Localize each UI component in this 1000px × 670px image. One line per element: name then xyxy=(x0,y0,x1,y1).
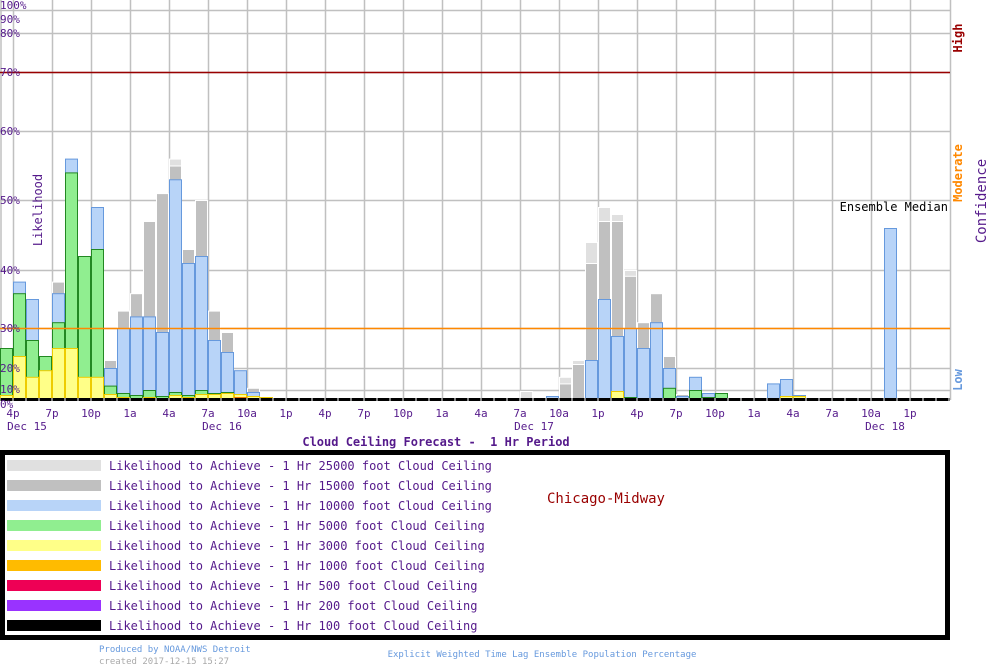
bar-10000ft xyxy=(117,328,130,400)
y-tick-label: 50% xyxy=(0,194,20,207)
date-label: Dec 17 xyxy=(514,420,554,433)
y-tick-label: 30% xyxy=(0,322,20,335)
legend-swatch xyxy=(7,460,101,471)
y-tick-label: 0% xyxy=(0,398,14,411)
bar-3000ft xyxy=(65,348,78,400)
bar-10000ft xyxy=(637,348,650,400)
bar-15000ft xyxy=(559,383,572,400)
bar-10000ft xyxy=(598,299,611,400)
legend-label: Likelihood to Achieve - 1 Hr 200 foot Cl… xyxy=(109,599,477,613)
legend-swatch xyxy=(7,520,101,531)
legend-swatch xyxy=(7,540,101,551)
x-tick-label: 1p xyxy=(903,407,916,420)
confidence-axis-label: Confidence xyxy=(974,159,990,243)
x-tick-label: 4p xyxy=(318,407,331,420)
legend-swatch xyxy=(7,600,101,611)
station-name: Chicago-Midway xyxy=(547,491,665,507)
legend-label: Likelihood to Achieve - 1 Hr 500 foot Cl… xyxy=(109,579,477,593)
x-tick-label: 10p xyxy=(81,407,101,420)
confidence-low-label: Low xyxy=(951,368,965,390)
x-tick-label: 7a xyxy=(201,407,214,420)
bar-3000ft xyxy=(78,376,91,400)
x-tick-label: 1p xyxy=(279,407,292,420)
x-tick-label: 7p xyxy=(669,407,682,420)
bar-3000ft xyxy=(26,376,39,400)
date-label: Dec 15 xyxy=(7,420,47,433)
baseline xyxy=(0,398,950,401)
bar-10000ft xyxy=(208,340,221,400)
bar-10000ft xyxy=(182,263,195,400)
confidence-high-label: High xyxy=(951,24,965,53)
bar-10000ft xyxy=(650,322,663,401)
legend-label: Likelihood to Achieve - 1 Hr 3000 foot C… xyxy=(109,539,485,553)
axes: 0% 10% 20% 30% 40% 50% 60% 70% 80%90%100% 4p 7p 10p… xyxy=(0,0,950,433)
x-tick-label: 4a xyxy=(162,407,175,420)
legend-label: Likelihood to Achieve - 1 Hr 25000 foot … xyxy=(109,459,492,473)
y-tick-label: 20% xyxy=(0,362,20,375)
legend-swatch xyxy=(7,560,101,571)
y-tick-label: 40% xyxy=(0,264,20,277)
legend: Likelihood to Achieve - 1 Hr 25000 foot … xyxy=(7,459,492,633)
x-tick-label: 7a xyxy=(513,407,526,420)
bar-10000ft xyxy=(156,332,169,400)
chart-title: Cloud Ceiling Forecast - 1 Hr Period xyxy=(302,435,569,449)
x-tick-label: 10p xyxy=(705,407,725,420)
produced-by-credit: Produced by NOAA/NWS Detroit xyxy=(99,645,251,655)
x-tick-label: 7p xyxy=(45,407,58,420)
bar-10000ft xyxy=(143,316,156,400)
y-tick-label: 100% xyxy=(0,0,27,12)
bar-10000ft xyxy=(130,316,143,400)
bar-15000ft xyxy=(572,364,585,400)
x-tick-label: 10a xyxy=(237,407,257,420)
threshold-lines xyxy=(0,71,950,330)
x-tick-label: 4p xyxy=(630,407,643,420)
bar-10000ft xyxy=(767,383,780,400)
legend-box xyxy=(0,450,950,640)
legend-label: Likelihood to Achieve - 1 Hr 1000 foot C… xyxy=(109,559,485,573)
date-label: Dec 18 xyxy=(865,420,905,433)
legend-label: Likelihood to Achieve - 1 Hr 100 foot Cl… xyxy=(109,619,477,633)
method-note: Explicit Weighted Time Lag Ensemble Popu… xyxy=(388,650,697,660)
legend-label: Likelihood to Achieve - 1 Hr 15000 foot … xyxy=(109,479,492,493)
x-tick-label: 1a xyxy=(747,407,760,420)
bar-10000ft xyxy=(611,336,624,400)
bar-3000ft xyxy=(52,348,65,400)
x-tick-label: 4p xyxy=(6,407,19,420)
y-tick-label: 90% xyxy=(0,13,20,26)
y-tick-label: 60% xyxy=(0,125,20,138)
ensemble-median-annotation: Ensemble Median xyxy=(840,200,948,214)
legend-label: Likelihood to Achieve - 1 Hr 5000 foot C… xyxy=(109,519,485,533)
x-tick-label: 1a xyxy=(123,407,136,420)
x-tick-label: 10p xyxy=(393,407,413,420)
y-tick-label: 70% xyxy=(0,66,20,79)
x-tick-label: 7a xyxy=(825,407,838,420)
legend-swatch xyxy=(7,580,101,591)
created-timestamp: created 2017-12-15 15:27 xyxy=(99,657,229,667)
bar-3000ft xyxy=(91,376,104,400)
legend-swatch xyxy=(7,500,101,511)
bar-10000ft xyxy=(624,328,637,400)
x-tick-label: 4a xyxy=(474,407,487,420)
x-tick-label: 1p xyxy=(591,407,604,420)
x-tick-label: 7p xyxy=(357,407,370,420)
legend-label: Likelihood to Achieve - 1 Hr 10000 foot … xyxy=(109,499,492,513)
x-tick-label: 1a xyxy=(435,407,448,420)
x-tick-label: 10a xyxy=(861,407,881,420)
y-tick-label: 10% xyxy=(0,383,20,396)
y-tick-label: 80% xyxy=(0,27,20,40)
bar-5000ft xyxy=(663,387,676,400)
legend-swatch xyxy=(7,480,101,491)
bar-10000ft xyxy=(169,179,182,400)
date-label: Dec 16 xyxy=(202,420,242,433)
bar-10000ft xyxy=(884,228,897,400)
x-tick-label: 4a xyxy=(786,407,799,420)
x-tick-label: 10a xyxy=(549,407,569,420)
bar-10000ft xyxy=(585,360,598,400)
bar-3000ft xyxy=(39,370,52,401)
y-axis-label: Likelihood xyxy=(31,174,45,246)
legend-swatch xyxy=(7,620,101,631)
confidence-moderate-label: Moderate xyxy=(951,144,965,202)
